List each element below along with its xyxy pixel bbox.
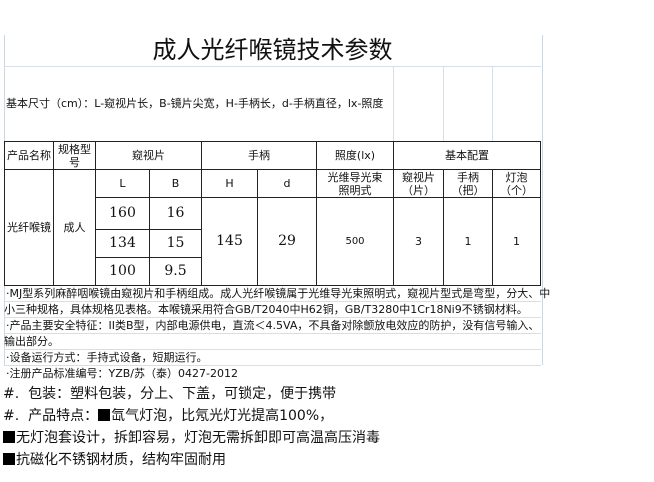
grid-line [4, 333, 541, 334]
product-model: 成人 [53, 169, 96, 286]
feature-item: 抗磁化不锈钢材质，结构牢固耐用 [3, 450, 226, 470]
feature-bullet: #. [3, 408, 20, 424]
header-config: 基本配置 [393, 141, 541, 170]
square-bullet-icon [98, 409, 111, 421]
feature-packaging: #. 包装：塑料包装，分上、下盖，可锁定，便于携带 [3, 384, 336, 404]
grid-line [4, 365, 541, 366]
sub-L: L [95, 169, 150, 198]
cell-blades: 3 [393, 197, 444, 286]
grid-line [492, 66, 493, 141]
page-title: 成人光纤喉镜技术参数 [4, 35, 541, 67]
header-lux: 照度(lx) [316, 141, 394, 170]
feature-item: 无灯泡套设计，拆卸容易，灯泡无需拆卸即可高温高压消毒 [3, 428, 380, 448]
cell-L: 134 [95, 229, 150, 258]
feature-bullet: #. [3, 386, 20, 402]
header-blade: 窥视片 [95, 141, 202, 170]
note-line: ·注册产品标准编号：YZB/苏（泰）0427-2012 [6, 367, 238, 380]
sub-d: d [257, 169, 317, 198]
note-line: ·MJ型系列麻醉咽喉镜由窥视片和手柄组成。成人光纤喉镜属于光维导光束照明式，窥视… [6, 287, 551, 300]
cell-L: 100 [95, 257, 150, 286]
cell-H: 145 [201, 197, 258, 286]
feature-characteristics: #. 产品特点： 氙气灯泡，比氖光灯光提高100%， [3, 406, 333, 426]
feature-text: 抗磁化不锈钢材质，结构牢固耐用 [16, 452, 226, 468]
sub-blades: 窥视片（片） [393, 169, 444, 198]
note-line: ·设备运行方式：手持式设备，短期运行。 [6, 351, 208, 364]
cell-L: 160 [95, 197, 150, 230]
note-line: 小三种规格，具体规格见表格。本喉镜采用符合GB/T2040中H62铜，GB/T3… [4, 303, 528, 316]
header-model: 规格型号 [53, 141, 96, 170]
note-line: ·产品主要安全特征：II类B型，内部电源供电，直流＜4.5VA，不具备对除颤放电… [6, 319, 540, 332]
header-handle: 手柄 [201, 141, 317, 170]
header-name: 产品名称 [4, 141, 54, 170]
sub-H: H [201, 169, 258, 198]
feature-text: 产品特点： [28, 408, 99, 424]
grid-line [393, 66, 394, 141]
product-name: 光纤喉镜 [4, 169, 54, 286]
sub-bulbs: 灯泡（个） [492, 169, 541, 198]
feature-text: 氙气灯泡，比氖光灯光提高100%， [111, 408, 334, 424]
grid-line [4, 317, 541, 318]
cell-B: 15 [149, 229, 202, 258]
cell-d: 29 [257, 197, 317, 286]
sub-lux: 光维导光束照明式 [316, 169, 394, 198]
note-line: 输出部分。 [4, 335, 59, 348]
grid-line [4, 349, 541, 350]
grid-line [443, 66, 444, 141]
grid-line [4, 301, 541, 302]
sub-handles: 手柄（把） [443, 169, 493, 198]
cell-B: 9.5 [149, 257, 202, 286]
square-bullet-icon [3, 431, 15, 443]
cell-lux: 500 [316, 197, 394, 286]
square-bullet-icon [3, 453, 15, 465]
feature-text: 包装：塑料包装，分上、下盖，可锁定，便于携带 [28, 386, 337, 402]
cell-bulbs: 1 [492, 197, 541, 286]
dimension-legend: 基本尺寸（cm）：L-窥视片长，B-镜片尖宽，H-手柄长，d-手柄直径，lx-照… [6, 97, 384, 110]
sub-B: B [149, 169, 202, 198]
cell-handles: 1 [443, 197, 493, 286]
feature-text: 无灯泡套设计，拆卸容易，灯泡无需拆卸即可高温高压消毒 [16, 430, 380, 446]
cell-B: 16 [149, 197, 202, 230]
